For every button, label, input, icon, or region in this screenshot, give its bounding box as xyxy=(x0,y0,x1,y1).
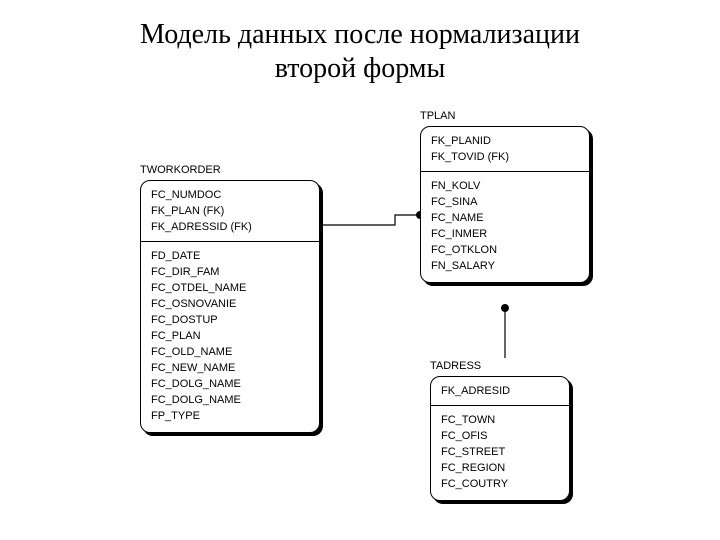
attr-field: FC_DIR_FAM xyxy=(151,264,309,280)
attr-field: FN_KOLV xyxy=(431,178,579,194)
entity-box-tworkorder: FC_NUMDOC FK_PLAN (FK) FK_ADRESSID (FK) … xyxy=(140,180,320,433)
attr-field: FC_OSNOVANIE xyxy=(151,296,309,312)
attr-field: FC_OLD_NAME xyxy=(151,344,309,360)
pk-section: FK_ADRESID xyxy=(431,377,569,406)
attr-field: FC_DOLG_NAME xyxy=(151,376,309,392)
pk-section: FK_PLANID FK_TOVID (FK) xyxy=(421,127,589,172)
pk-field: FK_ADRESID xyxy=(441,383,559,399)
attr-field: FC_OTDEL_NAME xyxy=(151,280,309,296)
entity-box-tadress: FK_ADRESID FC_TOWN FC_OFIS FC_STREET FC_… xyxy=(430,376,570,501)
edges-layer xyxy=(0,0,720,540)
attr-field: FC_COUTRY xyxy=(441,476,559,492)
attr-field: FC_REGION xyxy=(441,460,559,476)
entity-label-tadress: TADRESS xyxy=(430,360,570,376)
attr-field: FC_OTKLON xyxy=(431,242,579,258)
entity-label-tworkorder: TWORKORDER xyxy=(140,164,320,180)
attr-field: FC_DOSTUP xyxy=(151,312,309,328)
attr-field: FN_SALARY xyxy=(431,258,579,274)
attr-field: FC_TOWN xyxy=(441,412,559,428)
attr-section: FD_DATE FC_DIR_FAM FC_OTDEL_NAME FC_OSNO… xyxy=(141,242,319,432)
attr-field: FP_TYPE xyxy=(151,408,309,424)
entity-tadress: TADRESS FK_ADRESID FC_TOWN FC_OFIS FC_ST… xyxy=(430,360,570,501)
attr-field: FC_OFIS xyxy=(441,428,559,444)
pk-field: FK_ADRESSID (FK) xyxy=(151,219,309,235)
entity-label-tplan: TPLAN xyxy=(420,110,590,126)
attr-field: FC_DOLG_NAME xyxy=(151,392,309,408)
pk-field: FC_NUMDOC xyxy=(151,187,309,203)
attr-field: FC_STREET xyxy=(441,444,559,460)
entity-tplan: TPLAN FK_PLANID FK_TOVID (FK) FN_KOLV FC… xyxy=(420,110,590,283)
attr-field: FC_SINA xyxy=(431,194,579,210)
attr-field: FD_DATE xyxy=(151,248,309,264)
attr-section: FC_TOWN FC_OFIS FC_STREET FC_REGION FC_C… xyxy=(431,406,569,500)
pk-field: FK_PLAN (FK) xyxy=(151,203,309,219)
attr-field: FC_NEW_NAME xyxy=(151,360,309,376)
attr-section: FN_KOLV FC_SINA FC_NAME FC_INMER FC_OTKL… xyxy=(421,172,589,282)
entity-box-tplan: FK_PLANID FK_TOVID (FK) FN_KOLV FC_SINA … xyxy=(420,126,590,283)
pk-field: FK_TOVID (FK) xyxy=(431,149,579,165)
pk-field: FK_PLANID xyxy=(431,133,579,149)
attr-field: FC_PLAN xyxy=(151,328,309,344)
attr-field: FC_NAME xyxy=(431,210,579,226)
er-canvas: TWORKORDER FC_NUMDOC FK_PLAN (FK) FK_ADR… xyxy=(0,0,720,540)
attr-field: FC_INMER xyxy=(431,226,579,242)
entity-tworkorder: TWORKORDER FC_NUMDOC FK_PLAN (FK) FK_ADR… xyxy=(140,164,320,433)
pk-section: FC_NUMDOC FK_PLAN (FK) FK_ADRESSID (FK) xyxy=(141,181,319,242)
